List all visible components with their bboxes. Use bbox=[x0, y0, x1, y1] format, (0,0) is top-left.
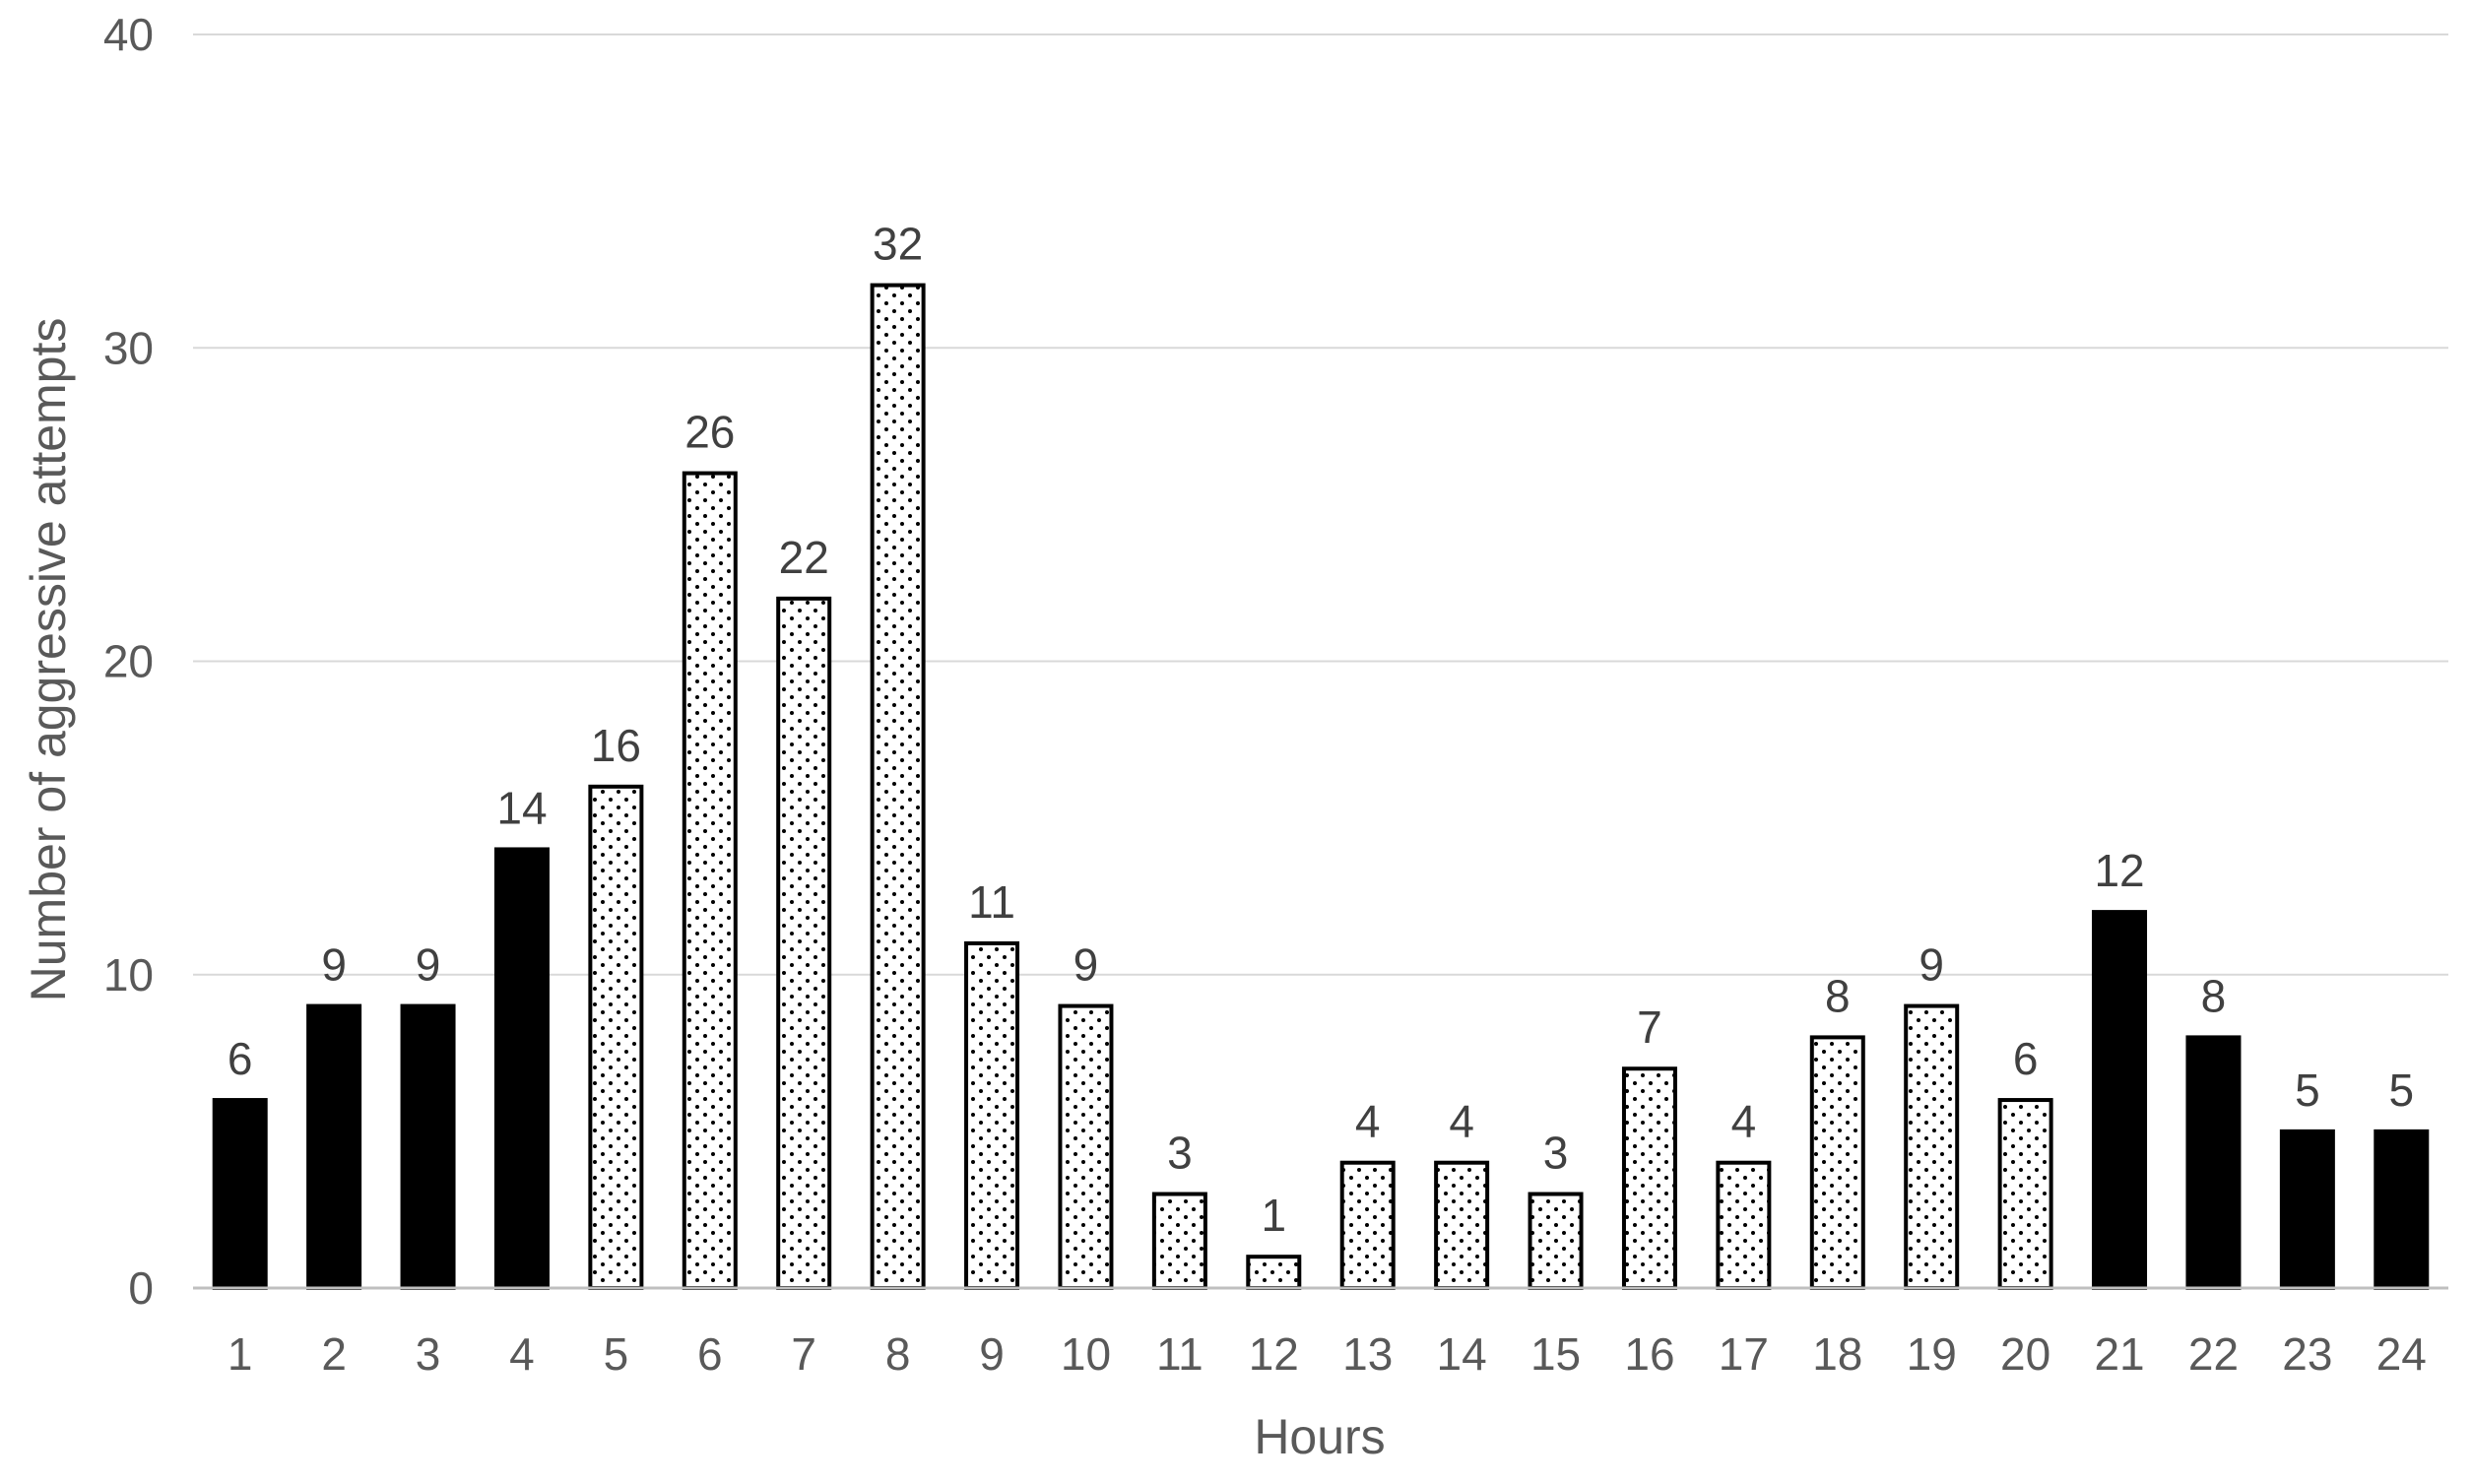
gridlines bbox=[193, 33, 2448, 976]
y-axis: 0 10 20 30 40 bbox=[103, 9, 154, 1314]
x-tick-label: 1 bbox=[228, 1328, 253, 1380]
x-tick-label: 11 bbox=[1156, 1328, 1203, 1380]
bar-hour-12 bbox=[1246, 1255, 1302, 1291]
x-tick-label: 22 bbox=[2188, 1328, 2239, 1380]
x-tick-label: 21 bbox=[2094, 1328, 2144, 1380]
bar-hour-24 bbox=[2374, 1129, 2430, 1290]
x-tick-label: 16 bbox=[1624, 1328, 1674, 1380]
x-tick-label: 9 bbox=[979, 1328, 1005, 1380]
bar-hour-19 bbox=[1904, 1003, 1960, 1290]
bar-hour-5 bbox=[588, 784, 644, 1290]
x-tick-label: 7 bbox=[791, 1328, 816, 1380]
bar-hour-2 bbox=[306, 1003, 362, 1290]
data-label: 3 bbox=[1543, 1128, 1569, 1179]
y-tick-label: 30 bbox=[103, 322, 154, 373]
data-label: 6 bbox=[2013, 1033, 2039, 1084]
x-tick-label: 10 bbox=[1061, 1328, 1111, 1380]
data-label: 9 bbox=[1919, 939, 1944, 991]
bar-hour-18 bbox=[1809, 1035, 1865, 1291]
data-label: 9 bbox=[321, 939, 347, 991]
x-tick-label: 4 bbox=[509, 1328, 535, 1380]
data-label: 6 bbox=[228, 1033, 253, 1084]
data-label: 14 bbox=[496, 782, 547, 833]
x-tick-label: 6 bbox=[697, 1328, 723, 1380]
y-tick-label: 10 bbox=[103, 949, 154, 1000]
data-label: 32 bbox=[873, 219, 923, 270]
bar-hour-10 bbox=[1058, 1003, 1114, 1290]
x-tick-label: 14 bbox=[1437, 1328, 1487, 1380]
y-tick-label: 20 bbox=[103, 636, 154, 687]
data-label: 4 bbox=[1355, 1096, 1381, 1147]
x-tick-label: 5 bbox=[604, 1328, 629, 1380]
bar-hour-9 bbox=[964, 940, 1020, 1290]
data-label: 12 bbox=[2094, 845, 2144, 896]
x-tick-label: 8 bbox=[885, 1328, 911, 1380]
x-tick-label: 24 bbox=[2376, 1328, 2427, 1380]
data-label: 8 bbox=[2201, 970, 2227, 1021]
bar-hour-23 bbox=[2279, 1129, 2335, 1290]
x-tick-label: 18 bbox=[1812, 1328, 1862, 1380]
data-label: 3 bbox=[1167, 1128, 1193, 1179]
y-tick-label: 0 bbox=[128, 1262, 154, 1314]
data-label: 1 bbox=[1261, 1190, 1286, 1241]
bar-hour-20 bbox=[1997, 1098, 2053, 1291]
x-tick-label: 13 bbox=[1342, 1328, 1393, 1380]
x-axis-title: Hours bbox=[1254, 1409, 1385, 1464]
data-label: 5 bbox=[2388, 1065, 2414, 1116]
x-tick-label: 23 bbox=[2282, 1328, 2332, 1380]
data-label: 4 bbox=[1731, 1096, 1757, 1147]
x-tick-label: 19 bbox=[1907, 1328, 1957, 1380]
data-label: 9 bbox=[1073, 939, 1099, 991]
y-axis-title: Number of aggressive attempts bbox=[21, 318, 76, 1002]
data-label: 22 bbox=[779, 532, 829, 583]
bar-hour-11 bbox=[1151, 1192, 1207, 1291]
x-tick-label: 2 bbox=[321, 1328, 347, 1380]
x-tick-label: 3 bbox=[416, 1328, 441, 1380]
data-label: 9 bbox=[416, 939, 441, 991]
bar-hour-4 bbox=[493, 847, 550, 1290]
data-label: 11 bbox=[968, 876, 1015, 928]
x-tick-label: 17 bbox=[1719, 1328, 1769, 1380]
x-tick-label: 20 bbox=[2000, 1328, 2050, 1380]
bar-hour-3 bbox=[400, 1003, 456, 1290]
x-axis: 1 2 3 4 5 6 7 8 9 10 11 12 13 14 15 16 17 18 19 20 21 22 23 24 bbox=[193, 1286, 2448, 1380]
y-tick-label: 40 bbox=[103, 9, 154, 60]
bar-hour-8 bbox=[870, 283, 926, 1291]
bar-hour-15 bbox=[1528, 1192, 1584, 1291]
data-label: 5 bbox=[2295, 1065, 2320, 1116]
bar-hour-6 bbox=[682, 471, 738, 1290]
bar-hour-7 bbox=[776, 596, 832, 1290]
x-tick-label: 15 bbox=[1530, 1328, 1581, 1380]
bar-hour-21 bbox=[2092, 910, 2148, 1290]
x-tick-label: 12 bbox=[1249, 1328, 1299, 1380]
data-label: 4 bbox=[1449, 1096, 1474, 1147]
bar-hour-1 bbox=[212, 1098, 268, 1291]
bar-hour-14 bbox=[1434, 1160, 1490, 1290]
bar-hour-16 bbox=[1621, 1066, 1677, 1290]
bar-hour-17 bbox=[1716, 1160, 1772, 1290]
data-label: 7 bbox=[1637, 1001, 1662, 1053]
bar-hour-22 bbox=[2185, 1035, 2242, 1291]
data-label: 26 bbox=[684, 407, 735, 458]
data-label: 8 bbox=[1825, 970, 1851, 1021]
data-label: 16 bbox=[591, 720, 641, 771]
bar-hour-13 bbox=[1339, 1160, 1396, 1290]
